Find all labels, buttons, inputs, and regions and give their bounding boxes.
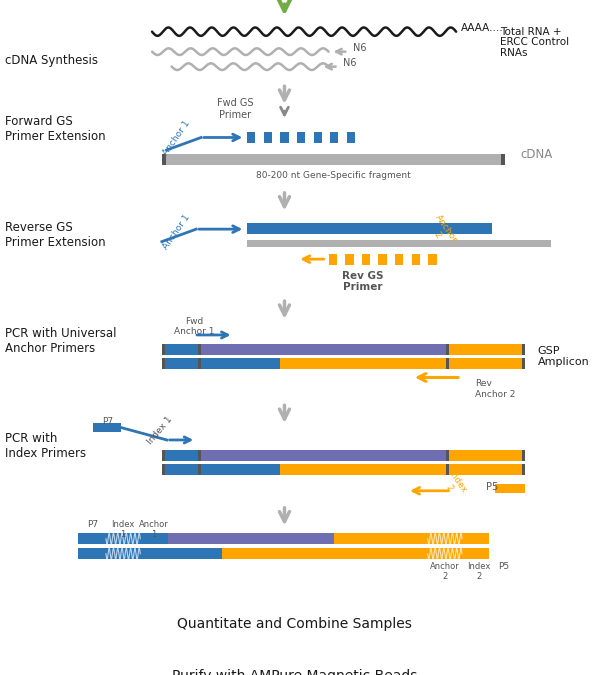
Text: Fwd
Anchor 1: Fwd Anchor 1	[174, 317, 214, 336]
Bar	[446, 450, 449, 461]
Bar	[162, 464, 165, 475]
Bar	[428, 254, 437, 265]
Text: 80-200 nt Gene-Specific fragment: 80-200 nt Gene-Specific fragment	[256, 171, 411, 180]
Bar	[162, 344, 165, 355]
Bar	[168, 533, 334, 544]
Bar	[501, 154, 505, 165]
Text: GSP
Amplicon: GSP Amplicon	[538, 346, 589, 367]
Bar	[162, 358, 165, 369]
Bar	[162, 154, 166, 165]
Bar	[201, 344, 446, 355]
Text: Anchor 1: Anchor 1	[161, 118, 192, 157]
Text: cDNA Synthesis: cDNA Synthesis	[5, 54, 98, 67]
Text: ERCC Control: ERCC Control	[500, 38, 569, 47]
Text: Index
2: Index 2	[467, 562, 491, 581]
Bar	[379, 254, 387, 265]
Bar	[247, 240, 551, 246]
Text: Total RNA +: Total RNA +	[500, 27, 562, 36]
Bar	[362, 254, 370, 265]
Bar	[140, 548, 168, 559]
Bar	[297, 132, 305, 143]
Bar	[280, 358, 446, 369]
Text: Forward GS
Primer Extension: Forward GS Primer Extension	[5, 115, 106, 143]
Bar	[221, 548, 428, 559]
Bar	[446, 358, 449, 369]
Text: Anchor
1: Anchor 1	[139, 520, 169, 539]
Bar	[522, 344, 525, 355]
Bar	[347, 132, 355, 143]
Bar	[446, 450, 525, 461]
Bar	[446, 344, 449, 355]
Bar	[264, 132, 272, 143]
Bar	[334, 533, 428, 544]
Bar	[330, 132, 338, 143]
Bar	[522, 464, 525, 475]
Bar	[201, 464, 280, 475]
Bar	[93, 423, 121, 433]
Bar	[201, 450, 446, 461]
Bar	[106, 548, 140, 559]
Bar	[201, 358, 280, 369]
Bar	[446, 358, 525, 369]
Bar	[345, 254, 353, 265]
Text: AAAA....: AAAA....	[461, 24, 503, 33]
Text: P5: P5	[497, 562, 509, 570]
Bar	[162, 154, 505, 165]
Bar	[428, 533, 462, 544]
Bar	[412, 254, 420, 265]
Text: Anchor 1: Anchor 1	[161, 213, 192, 251]
Bar	[198, 344, 201, 355]
Text: Anchor
2: Anchor 2	[424, 213, 458, 250]
Bar	[162, 450, 201, 461]
Bar	[280, 464, 446, 475]
Bar	[168, 548, 221, 559]
Bar	[329, 254, 337, 265]
Bar	[522, 450, 525, 461]
Text: Rev
Anchor 2: Rev Anchor 2	[475, 379, 515, 398]
Text: cDNA: cDNA	[520, 148, 552, 161]
Bar	[162, 344, 201, 355]
Bar	[446, 344, 525, 355]
Text: Purify with AMPure Magnetic Beads: Purify with AMPure Magnetic Beads	[172, 669, 417, 675]
Bar	[79, 548, 106, 559]
Text: PCR with
Index Primers: PCR with Index Primers	[5, 431, 86, 460]
Bar	[79, 533, 106, 544]
Bar	[446, 464, 449, 475]
Bar	[162, 358, 201, 369]
Text: PCR with Universal
Anchor Primers: PCR with Universal Anchor Primers	[5, 327, 116, 354]
Bar	[314, 132, 322, 143]
Bar	[462, 548, 490, 559]
Bar	[198, 464, 201, 475]
Bar	[462, 533, 490, 544]
Text: Rev GS
Primer: Rev GS Primer	[342, 271, 383, 292]
Bar	[198, 358, 201, 369]
Text: Index
1: Index 1	[112, 520, 135, 539]
Bar	[140, 533, 168, 544]
Bar	[522, 358, 525, 369]
Text: Quantitate and Combine Samples: Quantitate and Combine Samples	[177, 618, 412, 631]
Text: Fwd GS
Primer: Fwd GS Primer	[217, 99, 254, 120]
Bar	[162, 450, 165, 461]
Text: P7: P7	[103, 416, 113, 426]
Bar	[247, 132, 256, 143]
Text: Index
2: Index 2	[438, 469, 468, 501]
Text: Anchor
2: Anchor 2	[430, 562, 460, 581]
Bar	[247, 223, 493, 234]
Bar	[280, 132, 289, 143]
Text: P5: P5	[486, 482, 499, 491]
Text: Reverse GS
Primer Extension: Reverse GS Primer Extension	[5, 221, 106, 249]
Bar	[446, 464, 525, 475]
Text: N6: N6	[353, 43, 367, 53]
Text: P7: P7	[86, 520, 98, 529]
Bar	[395, 254, 403, 265]
Text: Index 1: Index 1	[145, 415, 173, 446]
Bar	[428, 548, 462, 559]
Text: N6: N6	[343, 58, 357, 68]
Text: RNAs: RNAs	[500, 49, 528, 58]
Bar	[496, 484, 525, 493]
Bar	[198, 450, 201, 461]
Bar	[162, 464, 201, 475]
Bar	[106, 533, 140, 544]
